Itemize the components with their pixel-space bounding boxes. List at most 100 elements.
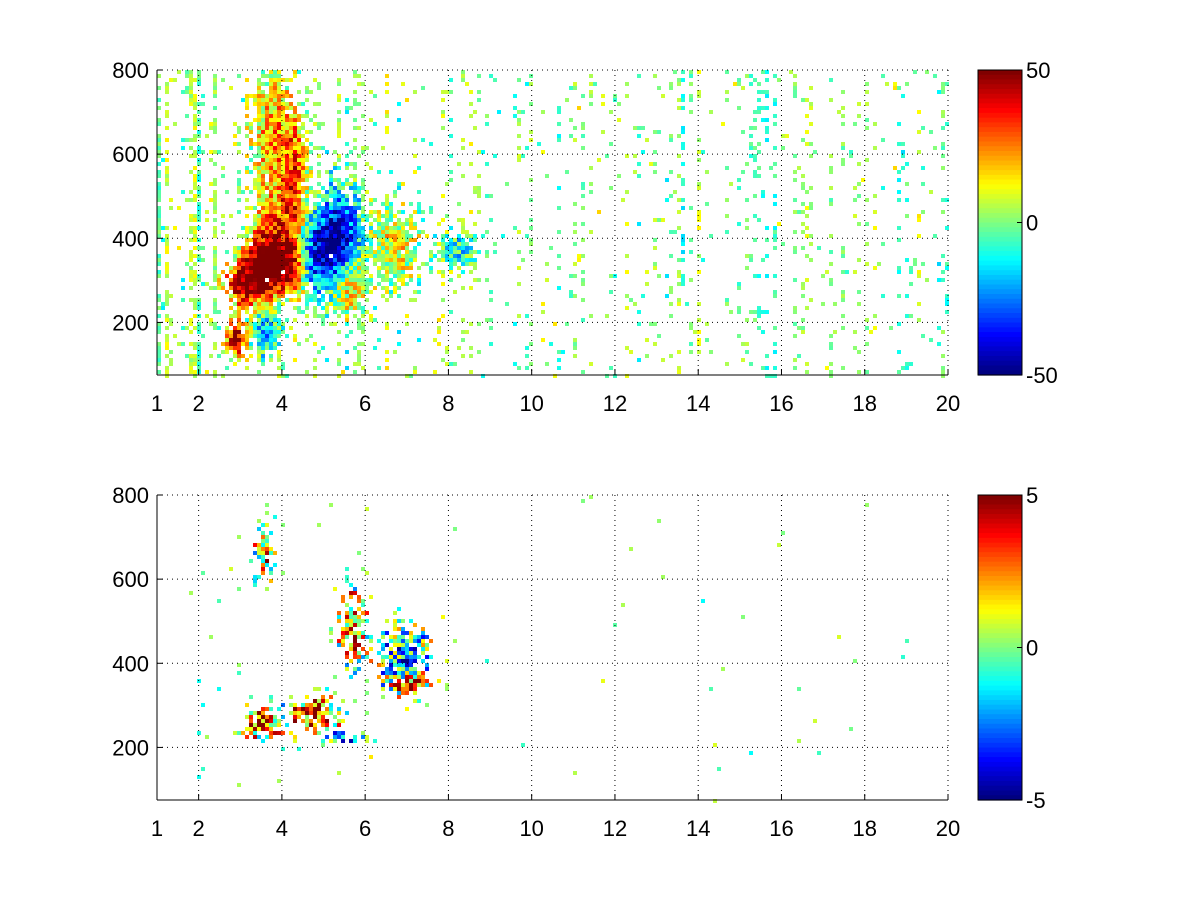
- heatmap-cell: [169, 78, 173, 82]
- heatmap-cell: [669, 254, 673, 258]
- heatmap-cell: [897, 322, 901, 326]
- heatmap-cell: [333, 258, 337, 262]
- heatmap-cell: [249, 298, 253, 302]
- heatmap-cell: [337, 611, 341, 615]
- heatmap-cell: [545, 362, 549, 366]
- heatmap-cell: [297, 254, 301, 258]
- heatmap-cell: [401, 182, 405, 186]
- heatmap-cell: [165, 234, 169, 238]
- heatmap-cell: [897, 122, 901, 126]
- heatmap-cell: [529, 342, 533, 346]
- heatmap-cell: [429, 254, 433, 258]
- heatmap-cell: [353, 671, 357, 675]
- heatmap-cell: [389, 238, 393, 242]
- heatmap-cell: [697, 90, 701, 94]
- heatmap-cell: [841, 114, 845, 118]
- heatmap-cell: [313, 703, 317, 707]
- heatmap-cell: [313, 258, 317, 262]
- heatmap-cell: [325, 202, 329, 206]
- heatmap-cell: [269, 290, 273, 294]
- heatmap-cell: [265, 503, 269, 507]
- heatmap-cell: [193, 226, 197, 230]
- heatmap-cell: [573, 86, 577, 90]
- heatmap-cell: [285, 158, 289, 162]
- heatmap-cell: [325, 170, 329, 174]
- heatmap-cell: [293, 222, 297, 226]
- heatmap-cell: [909, 270, 913, 274]
- heatmap-cell: [381, 655, 385, 659]
- heatmap-cell: [801, 326, 805, 330]
- heatmap-cell: [773, 122, 777, 126]
- heatmap-cell: [225, 290, 229, 294]
- heatmap-cell: [341, 182, 345, 186]
- heatmap-cell: [277, 126, 281, 130]
- heatmap-cell: [257, 146, 261, 150]
- colorbar-segment: [978, 165, 1022, 171]
- heatmap-cell: [941, 254, 945, 258]
- heatmap-cell: [237, 142, 241, 146]
- heatmap-cell: [413, 655, 417, 659]
- heatmap-cell: [257, 338, 261, 342]
- heatmap-cell: [321, 258, 325, 262]
- heatmap-cell: [261, 102, 265, 106]
- heatmap-cell: [557, 186, 561, 190]
- heatmap-cell: [389, 671, 393, 675]
- heatmap-cell: [241, 338, 245, 342]
- heatmap-cell: [353, 739, 357, 743]
- heatmap-cell: [865, 102, 869, 106]
- heatmap-cell: [413, 246, 417, 250]
- heatmap-cell: [293, 118, 297, 122]
- heatmap-cell: [193, 138, 197, 142]
- heatmap-cell: [281, 242, 285, 246]
- colorbar-segment: [978, 666, 1022, 672]
- heatmap-cell: [601, 102, 605, 106]
- heatmap-cell: [273, 218, 277, 222]
- heatmap-cell: [357, 302, 361, 306]
- heatmap-cell: [313, 727, 317, 731]
- heatmap-cell: [637, 162, 641, 166]
- heatmap-cell: [573, 294, 577, 298]
- heatmap-cell: [413, 370, 417, 374]
- heatmap-cell: [245, 230, 249, 234]
- heatmap-cell: [269, 90, 273, 94]
- heatmap-cell: [333, 306, 337, 310]
- heatmap-cell: [425, 679, 429, 683]
- heatmap-cell: [333, 282, 337, 286]
- heatmap-cell: [257, 555, 261, 559]
- heatmap-cell: [209, 318, 213, 322]
- heatmap-cell: [229, 282, 233, 286]
- heatmap-cell: [253, 310, 257, 314]
- heatmap-cell: [345, 667, 349, 671]
- heatmap-cell: [553, 374, 557, 378]
- heatmap-cell: [325, 194, 329, 198]
- heatmap-cell: [257, 250, 261, 254]
- heatmap-cell: [625, 306, 629, 310]
- heatmap-cell: [257, 138, 261, 142]
- heatmap-cell: [385, 198, 389, 202]
- heatmap-cell: [349, 238, 353, 242]
- heatmap-cell: [221, 270, 225, 274]
- heatmap-cell: [269, 547, 273, 551]
- heatmap-cell: [313, 306, 317, 310]
- heatmap-cell: [233, 362, 237, 366]
- heatmap-cell: [245, 727, 249, 731]
- heatmap-cell: [261, 182, 265, 186]
- heatmap-cell: [417, 274, 421, 278]
- heatmap-cell: [529, 238, 533, 242]
- heatmap-cell: [773, 98, 777, 102]
- heatmap-cell: [333, 270, 337, 274]
- heatmap-cell: [357, 274, 361, 278]
- heatmap-cell: [297, 162, 301, 166]
- heatmap-cell: [309, 142, 313, 146]
- heatmap-cell: [257, 166, 261, 170]
- heatmap-cell: [413, 699, 417, 703]
- heatmap-cell: [789, 70, 793, 74]
- heatmap-cell: [357, 607, 361, 611]
- heatmap-cell: [357, 643, 361, 647]
- heatmap-cell: [893, 82, 897, 86]
- heatmap-cell: [257, 282, 261, 286]
- heatmap-cell: [397, 238, 401, 242]
- heatmap-cell: [277, 114, 281, 118]
- heatmap-cell: [285, 138, 289, 142]
- heatmap-cell: [341, 254, 345, 258]
